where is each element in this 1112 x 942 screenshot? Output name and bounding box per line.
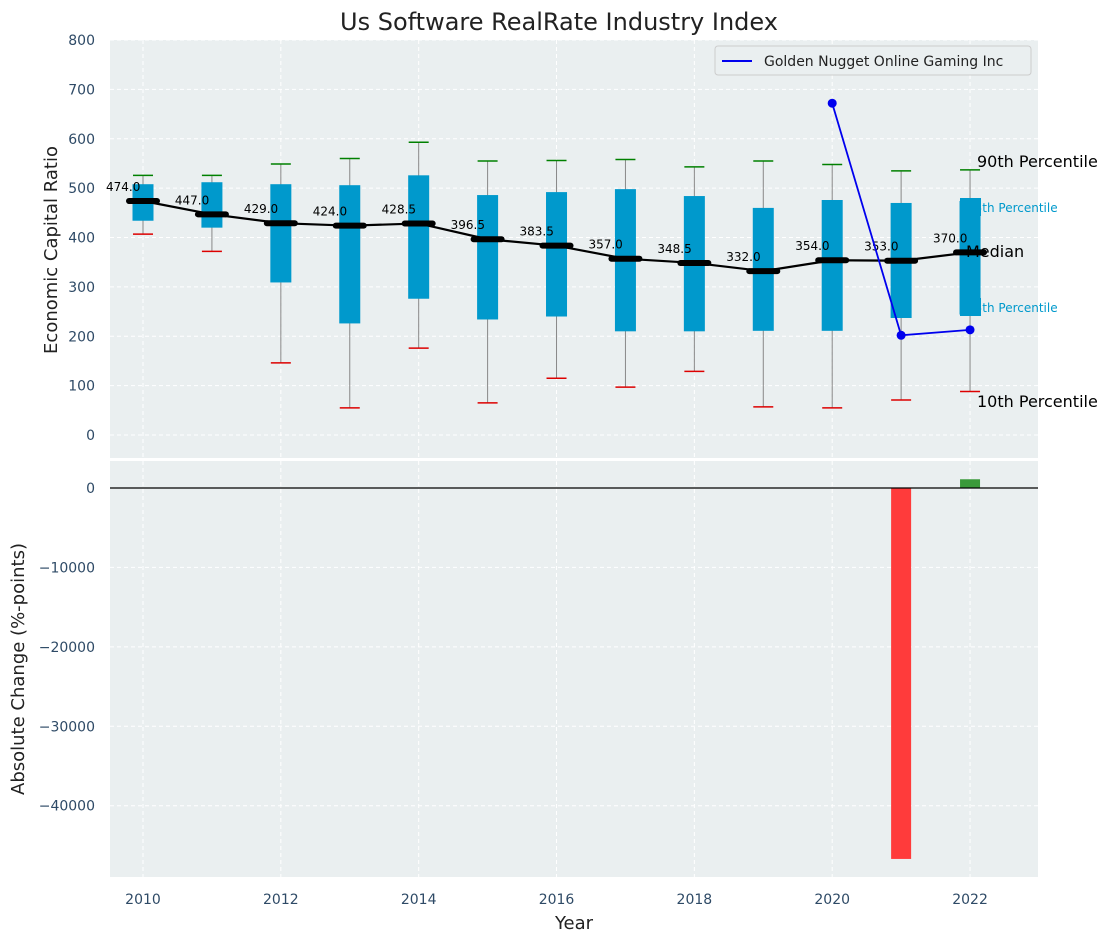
company-point [965,325,975,335]
change-bar [960,479,981,488]
top-y-tick-label: 500 [68,181,95,197]
chart-title: Us Software RealRate Industry Index [340,8,778,36]
median-side-label: Median [966,242,1024,261]
iqr-box [339,185,361,324]
company-point [896,330,906,340]
median-labels: 474.0 447.0 429.0 424.0 428.5 396.5 383.5 357.0… [106,180,967,264]
median-value-label: 353.0 [864,240,898,254]
x-tick-label: 2020 [814,892,850,908]
bottom-plot-background [110,461,1038,877]
median-line [126,197,988,275]
top-y-tick-label: 700 [68,82,95,98]
median-value-label: 447.0 [175,193,209,207]
iqr-box [546,192,568,317]
median-value-label: 428.5 [382,202,416,216]
top-y-axis-label: Economic Capital Ratio [41,146,62,354]
iqr-box [408,175,430,299]
median-value-label: 354.0 [795,239,829,253]
x-tick-label: 2014 [401,892,437,908]
median-value-label: 348.5 [657,242,691,256]
bottom-y-tick-label: 0 [86,481,95,497]
p90-label: 90th Percentile [977,152,1098,171]
top-y-tick-label: 100 [68,379,95,395]
top-y-tick-label: 600 [68,132,95,148]
median-value-label: 357.0 [588,238,622,252]
top-panel: 0 100 200 300 400 500 600 700 800 474.0 447.0 429.… [41,33,1098,458]
percentile-labels: 90th Percentile 75th Percentile Median 25th… [960,152,1098,411]
median-value-label: 424.0 [313,205,347,219]
q75-label-overlap [960,198,981,216]
iqr-box [270,184,292,283]
q75-label: 75th Percentile [967,201,1058,215]
x-tick-label: 2016 [539,892,575,908]
company-series [827,98,975,340]
bottom-y-axis-label: Absolute Change (%-points) [8,543,29,795]
q25-label-overlap [960,298,981,316]
bottom-panel: 0−10000−20000−30000−40000 2010 2012 2014 20… [8,461,1038,934]
top-y-ticks: 0 100 200 300 400 500 600 700 800 [68,33,95,444]
bottom-y-ticks: 0 −10000 −20000 −30000 −40000 [39,481,95,815]
top-y-tick-label: 0 [86,428,95,444]
bottom-y-tick-label: −20000 [39,640,95,656]
iqr-box [821,199,843,331]
p10-label: 10th Percentile [977,392,1098,411]
median-value-label: 429.0 [244,202,278,216]
q25-label: 25th Percentile [967,301,1058,315]
top-y-tick-label: 200 [68,329,95,345]
median-value-label: 383.5 [520,225,554,239]
legend: Golden Nugget Online Gaming Inc [714,45,1032,76]
legend-box [714,45,1032,76]
change-bar [891,488,912,859]
iqr-box [959,200,981,315]
x-tick-label: 2022 [952,892,988,908]
x-ticks: 2010 2012 2014 2016 2018 2020 2022 [125,892,988,908]
top-y-tick-label: 300 [68,280,95,296]
bottom-y-tick-label: −30000 [39,719,95,735]
top-grid [110,39,1038,458]
change-bars [891,479,981,859]
median-value-label: 370.0 [933,231,967,245]
top-y-tick-label: 800 [68,33,95,49]
bottom-y-tick-label: −40000 [39,799,95,815]
caps [133,141,981,409]
x-axis-label: Year [554,913,594,934]
bottom-y-tick-label: −10000 [39,560,95,576]
median-value-label: 396.5 [451,218,485,232]
boxes [132,175,981,332]
x-tick-label: 2018 [677,892,713,908]
top-y-tick-label: 400 [68,231,95,247]
median-value-label: 332.0 [726,250,760,264]
x-tick-label: 2010 [125,892,161,908]
median-value-label: 474.0 [106,180,140,194]
iqr-box [477,195,499,320]
company-point [827,98,837,108]
x-tick-label: 2012 [263,892,299,908]
legend-series-label: Golden Nugget Online Gaming Inc [764,54,1003,70]
